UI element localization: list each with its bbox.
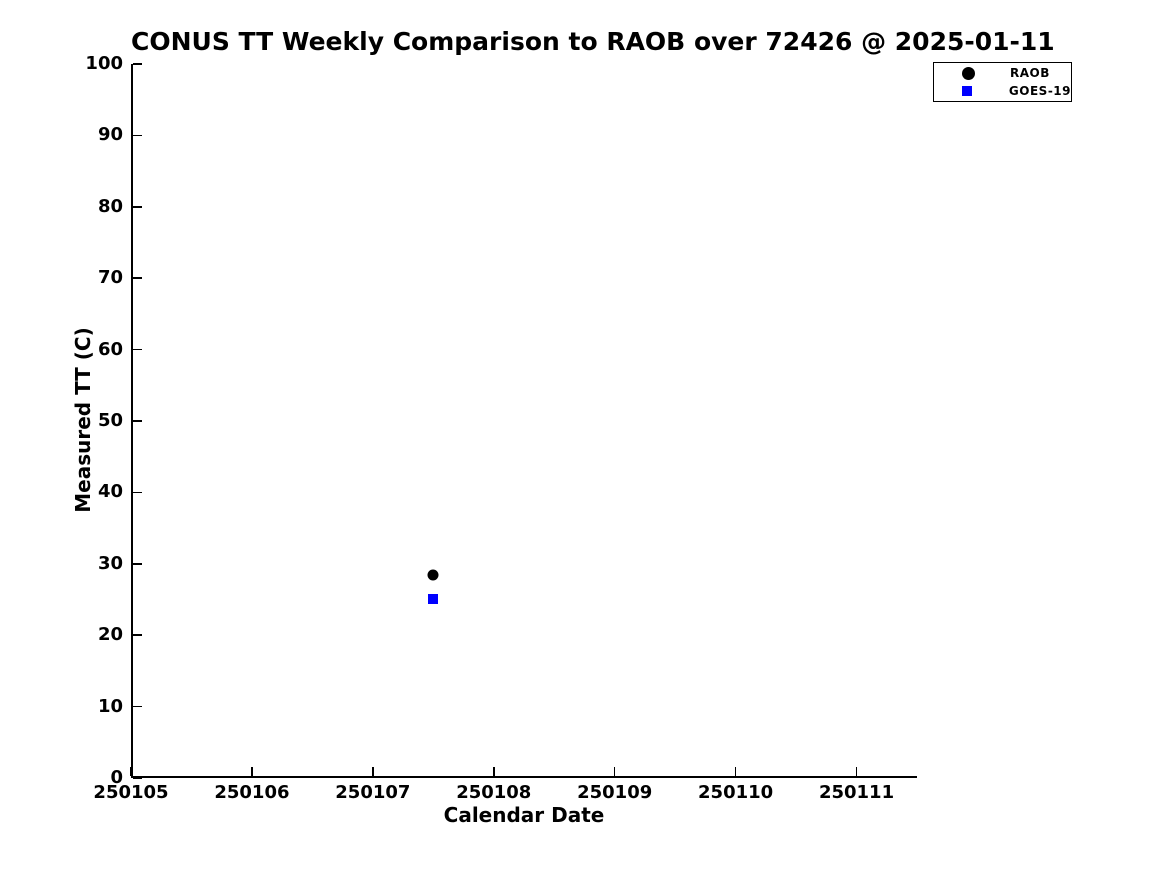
legend-entry-goes-19: GOES-19 bbox=[934, 82, 1071, 100]
y-tick-mark bbox=[133, 206, 142, 208]
x-tick-label: 250107 bbox=[335, 782, 411, 803]
data-point-raob bbox=[427, 569, 439, 580]
x-tick-label: 250108 bbox=[456, 782, 532, 803]
circle-marker-icon bbox=[961, 66, 975, 80]
legend: RAOB GOES-19 bbox=[933, 62, 1072, 102]
chart-title: CONUS TT Weekly Comparison to RAOB over … bbox=[131, 27, 1055, 56]
y-tick-label: 10 bbox=[97, 695, 123, 717]
y-tick-mark bbox=[133, 348, 142, 351]
data-point-goes-19 bbox=[428, 593, 439, 604]
y-tick-label: 80 bbox=[97, 195, 123, 217]
y-tick-mark bbox=[133, 420, 142, 422]
legend-entry-raob: RAOB bbox=[934, 64, 1071, 82]
y-tick-label: 30 bbox=[97, 552, 123, 574]
x-tick-mark bbox=[855, 767, 858, 776]
y-tick-label: 40 bbox=[97, 481, 123, 503]
legend-marker-cell bbox=[934, 66, 1002, 80]
x-tick-label: 250109 bbox=[577, 782, 653, 803]
legend-label: GOES-19 bbox=[1008, 84, 1071, 98]
x-tick-mark bbox=[251, 767, 253, 776]
y-tick-mark bbox=[133, 777, 142, 779]
y-tick-mark bbox=[133, 277, 142, 279]
y-axis-label: Measured TT (C) bbox=[71, 327, 95, 513]
y-tick-mark bbox=[133, 705, 142, 708]
square-marker-icon bbox=[962, 86, 973, 96]
x-tick-mark bbox=[372, 767, 374, 776]
x-axis-label: Calendar Date bbox=[443, 803, 605, 827]
y-tick-label: 90 bbox=[97, 124, 123, 146]
y-tick-mark bbox=[133, 63, 142, 65]
x-tick-label: 250111 bbox=[818, 782, 895, 803]
x-tick-label: 250105 bbox=[93, 782, 169, 803]
x-tick-label: 250110 bbox=[698, 782, 774, 803]
plot-area: 0 10 20 30 40 50 60 70 80 90 100 250105 250106 250107… bbox=[85, 53, 917, 803]
y-tick-mark bbox=[133, 134, 142, 137]
y-axis-line bbox=[131, 64, 133, 778]
y-tick-label: 60 bbox=[97, 338, 123, 360]
x-axis-line bbox=[131, 776, 917, 778]
y-tick-label: 0 bbox=[110, 767, 123, 788]
x-tick-label: 250106 bbox=[214, 782, 290, 803]
x-tick-mark bbox=[613, 767, 616, 776]
x-tick-mark bbox=[734, 767, 737, 776]
y-tick-mark bbox=[133, 563, 142, 565]
y-tick-mark bbox=[133, 634, 142, 636]
x-tick-mark bbox=[492, 767, 495, 776]
x-tick-mark bbox=[130, 767, 132, 776]
y-tick-mark bbox=[133, 491, 142, 494]
y-tick-label: 100 bbox=[85, 53, 123, 74]
legend-marker-cell bbox=[934, 86, 1001, 96]
y-tick-label: 20 bbox=[97, 624, 123, 646]
y-tick-label: 70 bbox=[97, 267, 123, 289]
y-tick-label: 50 bbox=[97, 410, 123, 431]
legend-label: RAOB bbox=[1010, 66, 1050, 80]
